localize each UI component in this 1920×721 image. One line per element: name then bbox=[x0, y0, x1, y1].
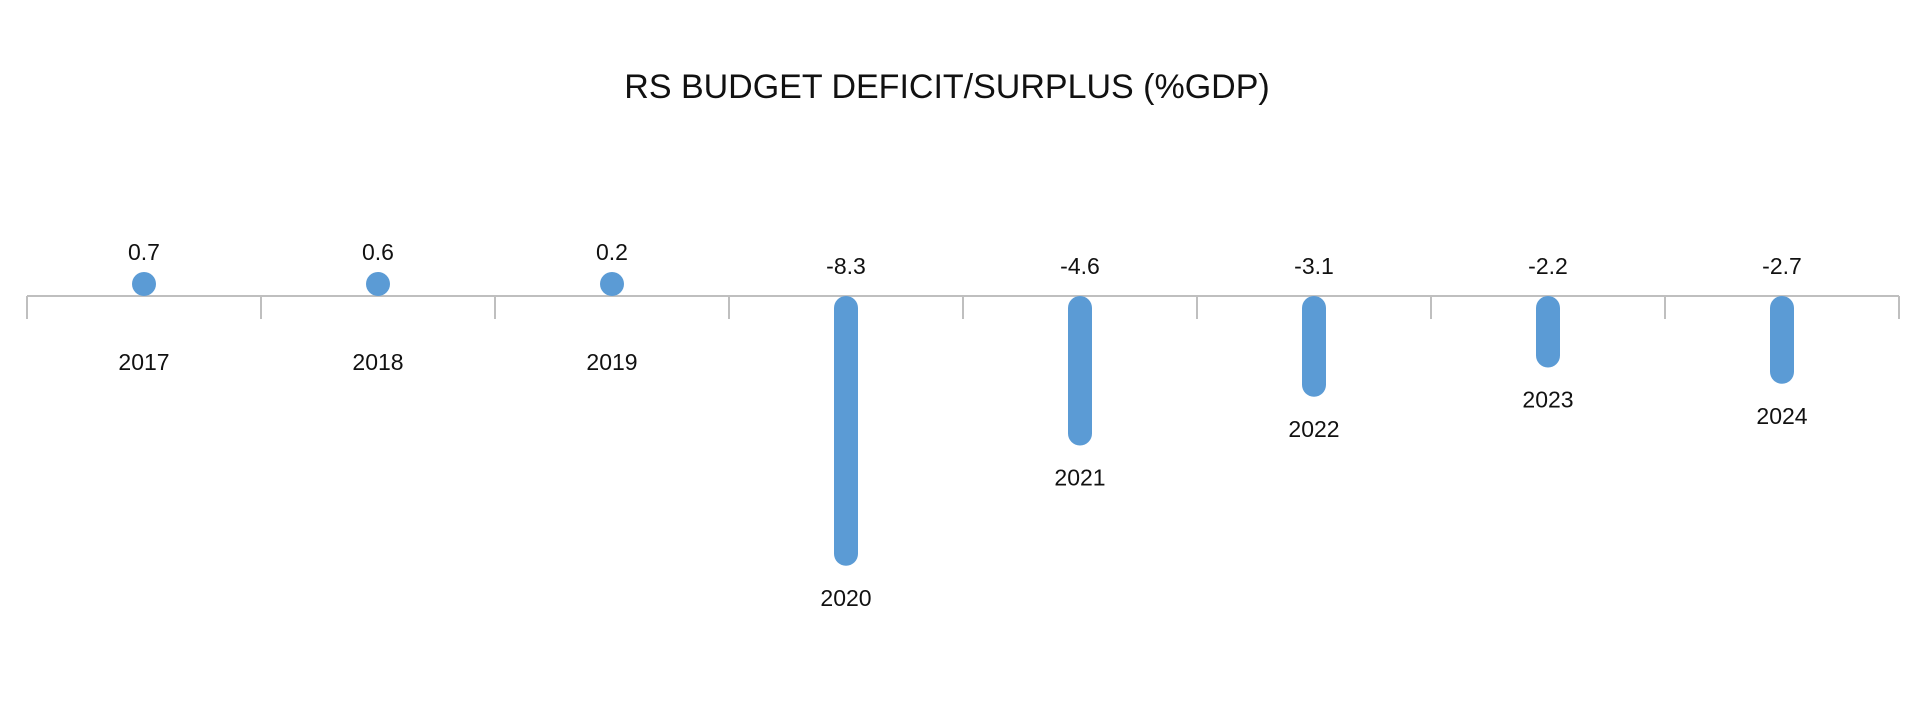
bar-2020 bbox=[834, 296, 858, 566]
bar-2018 bbox=[366, 272, 390, 296]
bar-2021 bbox=[1068, 296, 1092, 446]
category-label: 2022 bbox=[1288, 416, 1339, 442]
category-label: 2020 bbox=[820, 585, 871, 611]
bar-2017 bbox=[132, 272, 156, 296]
category-label: 2021 bbox=[1054, 465, 1105, 491]
category-label: 2023 bbox=[1522, 387, 1573, 413]
bar-2024 bbox=[1770, 296, 1794, 384]
bar-2019 bbox=[600, 272, 624, 296]
category-label: 2024 bbox=[1756, 403, 1807, 429]
data-label: 0.7 bbox=[128, 239, 160, 265]
data-label: -2.7 bbox=[1762, 253, 1802, 279]
bar-2022 bbox=[1302, 296, 1326, 397]
category-label: 2019 bbox=[586, 349, 637, 375]
data-label: -2.2 bbox=[1528, 253, 1568, 279]
data-label: -4.6 bbox=[1060, 253, 1100, 279]
chart-title: RS BUDGET DEFICIT/SURPLUS (%GDP) bbox=[624, 68, 1270, 106]
data-label: -8.3 bbox=[826, 253, 866, 279]
data-label: 0.2 bbox=[596, 239, 628, 265]
category-label: 2017 bbox=[118, 349, 169, 375]
data-label: 0.6 bbox=[362, 239, 394, 265]
data-label: -3.1 bbox=[1294, 253, 1334, 279]
bar-2023 bbox=[1536, 296, 1560, 368]
category-label: 2018 bbox=[352, 349, 403, 375]
